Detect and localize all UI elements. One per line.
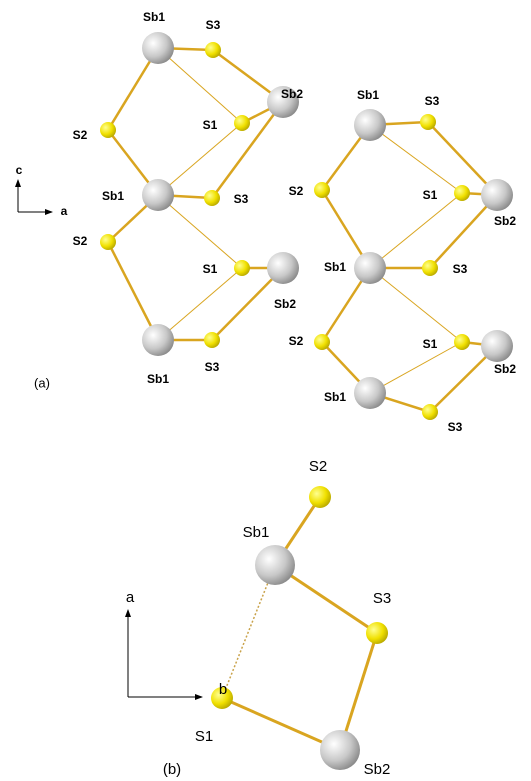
atom-label: Sb2 bbox=[274, 297, 296, 311]
sb-atom bbox=[267, 252, 299, 284]
s-atom bbox=[204, 190, 220, 206]
atom-label: S1 bbox=[203, 118, 218, 132]
bond bbox=[158, 195, 242, 268]
atom-label: Sb1 bbox=[102, 189, 124, 203]
atom-label: S1 bbox=[423, 337, 438, 351]
s-atom bbox=[309, 486, 331, 508]
s-atom bbox=[454, 334, 470, 350]
sb-atom bbox=[142, 179, 174, 211]
bond bbox=[158, 123, 242, 195]
sb-atom bbox=[142, 324, 174, 356]
atom-label: S3 bbox=[453, 262, 468, 276]
atom-label: Sb1 bbox=[357, 88, 379, 102]
atom-label: Sb2 bbox=[494, 214, 516, 228]
s-atom bbox=[366, 622, 388, 644]
bond bbox=[370, 193, 462, 268]
sb-atom bbox=[255, 545, 295, 585]
figure: c a (a) a b (b) Sb1 S3 Sb2 S2 S1 Sb1 S3 S2 S1 Sb2… bbox=[0, 0, 531, 781]
atom-label: S3 bbox=[206, 18, 221, 32]
atom-label: Sb1 bbox=[243, 524, 270, 541]
sb-atom bbox=[354, 377, 386, 409]
bond bbox=[158, 268, 242, 340]
sb-atom bbox=[354, 252, 386, 284]
atom-label: S2 bbox=[309, 458, 327, 475]
panel-label: (b) bbox=[163, 761, 181, 778]
bond bbox=[370, 268, 462, 342]
s-atom bbox=[422, 260, 438, 276]
atom-label: S3 bbox=[448, 420, 463, 434]
s-atom bbox=[314, 182, 330, 198]
axis-label: c bbox=[16, 163, 23, 177]
atom-label: S2 bbox=[289, 184, 304, 198]
atom-label: Sb2 bbox=[364, 761, 391, 778]
atom-label: S3 bbox=[373, 590, 391, 607]
s-atom bbox=[314, 334, 330, 350]
atom-label: Sb1 bbox=[147, 372, 169, 386]
bond bbox=[108, 242, 158, 340]
atom-label: S2 bbox=[73, 128, 88, 142]
axis-label: b bbox=[219, 681, 227, 698]
atom-label: S2 bbox=[289, 334, 304, 348]
atoms bbox=[100, 32, 513, 770]
atom-label: S1 bbox=[195, 728, 213, 745]
atom-label: Sb2 bbox=[494, 362, 516, 376]
bonds bbox=[108, 48, 497, 750]
atom-label: Sb2 bbox=[281, 87, 303, 101]
axis-label: a bbox=[61, 204, 68, 218]
s-atom bbox=[234, 260, 250, 276]
s-atom bbox=[100, 122, 116, 138]
panel-label: (a) bbox=[34, 375, 50, 390]
sb-atom bbox=[354, 109, 386, 141]
bond bbox=[212, 102, 283, 198]
atom-label: S3 bbox=[425, 94, 440, 108]
atom-label: Sb1 bbox=[324, 260, 346, 274]
atom-label: S2 bbox=[73, 234, 88, 248]
s-atom bbox=[422, 404, 438, 420]
sb-atom bbox=[320, 730, 360, 770]
atom-label: S1 bbox=[423, 188, 438, 202]
sb-atom bbox=[481, 179, 513, 211]
s-atom bbox=[100, 234, 116, 250]
axis-label: a bbox=[126, 589, 135, 606]
sb-atom bbox=[142, 32, 174, 64]
atom-label: S3 bbox=[205, 360, 220, 374]
bond bbox=[158, 48, 242, 123]
s-atom bbox=[454, 185, 470, 201]
atom-label: Sb1 bbox=[143, 10, 165, 24]
atom-label: S3 bbox=[234, 192, 249, 206]
bond bbox=[370, 125, 462, 193]
s-atom bbox=[234, 115, 250, 131]
s-atom bbox=[420, 114, 436, 130]
atom-label: Sb1 bbox=[324, 390, 346, 404]
s-atom bbox=[205, 42, 221, 58]
s-atom bbox=[204, 332, 220, 348]
sb-atom bbox=[481, 330, 513, 362]
axes bbox=[18, 180, 202, 697]
atom-label: S1 bbox=[203, 262, 218, 276]
weak-bond bbox=[222, 565, 275, 698]
